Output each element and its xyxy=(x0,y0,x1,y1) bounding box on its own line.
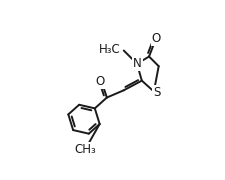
Text: H₃C: H₃C xyxy=(99,43,121,56)
Text: O: O xyxy=(95,75,104,88)
Text: N: N xyxy=(133,57,142,70)
Text: CH₃: CH₃ xyxy=(74,143,96,156)
Text: O: O xyxy=(152,32,161,45)
Text: S: S xyxy=(153,86,161,99)
